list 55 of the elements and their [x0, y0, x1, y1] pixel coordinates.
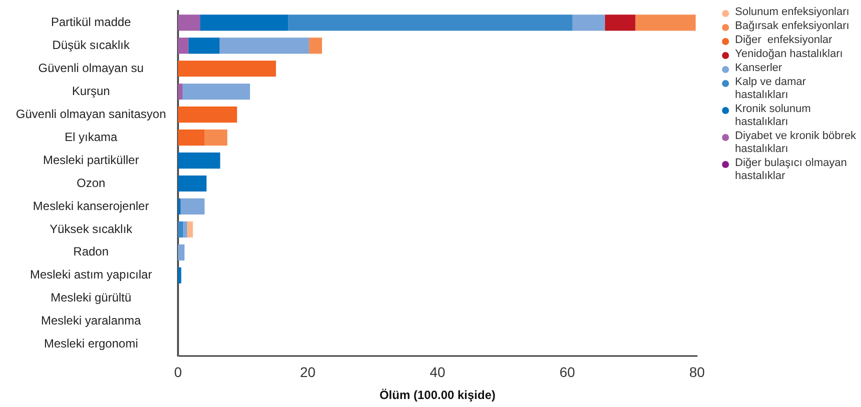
y-tick-label: Ozon — [76, 176, 106, 190]
bar — [183, 221, 188, 238]
y-tick-label: Partikül madde — [50, 15, 132, 29]
legend-label: Solunum enfeksiyonları — [735, 6, 850, 19]
y-tick-label: Mesleki astım yapıcılar — [30, 268, 152, 282]
y-tick-label: Mesleki ergonomi — [44, 336, 138, 351]
x-tick-label: 0 — [174, 364, 182, 380]
bar — [204, 130, 228, 146]
legend-label: Kronik solunum hastalıkları — [735, 103, 812, 129]
bar — [178, 175, 207, 192]
legend-label: Yenidoğan hastalıkları — [735, 48, 843, 61]
bar — [200, 14, 288, 31]
bar — [178, 38, 188, 54]
bar — [187, 221, 193, 238]
y-tick-label: Mesleki gürültü — [50, 290, 132, 305]
legend-label: Diğer bulaşıcı olmayan hastalıklar — [735, 157, 848, 183]
bar — [188, 38, 220, 54]
bar — [178, 152, 220, 169]
bar — [178, 60, 276, 77]
bar — [178, 244, 184, 260]
legend-label: Kanserler — [735, 62, 782, 75]
bar — [178, 84, 183, 100]
y-tick-label: Güvenli olmayan sanitasyon — [16, 106, 166, 121]
bar — [288, 14, 572, 31]
bar — [178, 106, 238, 123]
bar — [309, 38, 322, 54]
legend-label: Diyabet ve kronik böbrek hastalıkları — [735, 130, 858, 156]
bar — [178, 198, 181, 215]
bar — [178, 221, 184, 238]
y-tick-label: Kurşun — [72, 84, 110, 98]
y-tick-label: Güvenli olmayan su — [38, 60, 144, 75]
bar — [178, 14, 200, 31]
y-tick-label: Yüksek sıcaklık — [50, 222, 134, 236]
x-tick-label: 20 — [300, 364, 316, 380]
x-axis-title: Ölüm (100.00 kişide) — [379, 388, 496, 402]
x-tick-label: 60 — [559, 364, 576, 380]
bar — [178, 267, 182, 284]
bar — [635, 14, 696, 31]
y-tick-label: Radon — [73, 244, 109, 259]
x-tick-label: 40 — [430, 364, 446, 380]
legend-label: Kalp ve damar hastalıkları — [735, 76, 807, 102]
y-tick-label: El yıkama — [64, 130, 118, 144]
y-tick-label: Düşük sıcaklık — [52, 38, 131, 52]
bar — [178, 130, 205, 146]
bar — [220, 38, 310, 54]
x-tick-label: 80 — [689, 364, 705, 380]
bar — [182, 84, 250, 100]
bar — [604, 14, 636, 31]
y-tick-label: Mesleki kanserojenler — [32, 198, 149, 213]
y-tick-label: Mesleki partiküller — [42, 152, 139, 167]
y-tick-label: Mesleki yaralanma — [40, 314, 142, 328]
bar — [572, 14, 605, 31]
bar — [180, 198, 205, 215]
legend-label: Bağırsak enfeksiyonları — [735, 20, 850, 33]
legend-label: Diğer enfeksiyonlar — [735, 34, 832, 47]
